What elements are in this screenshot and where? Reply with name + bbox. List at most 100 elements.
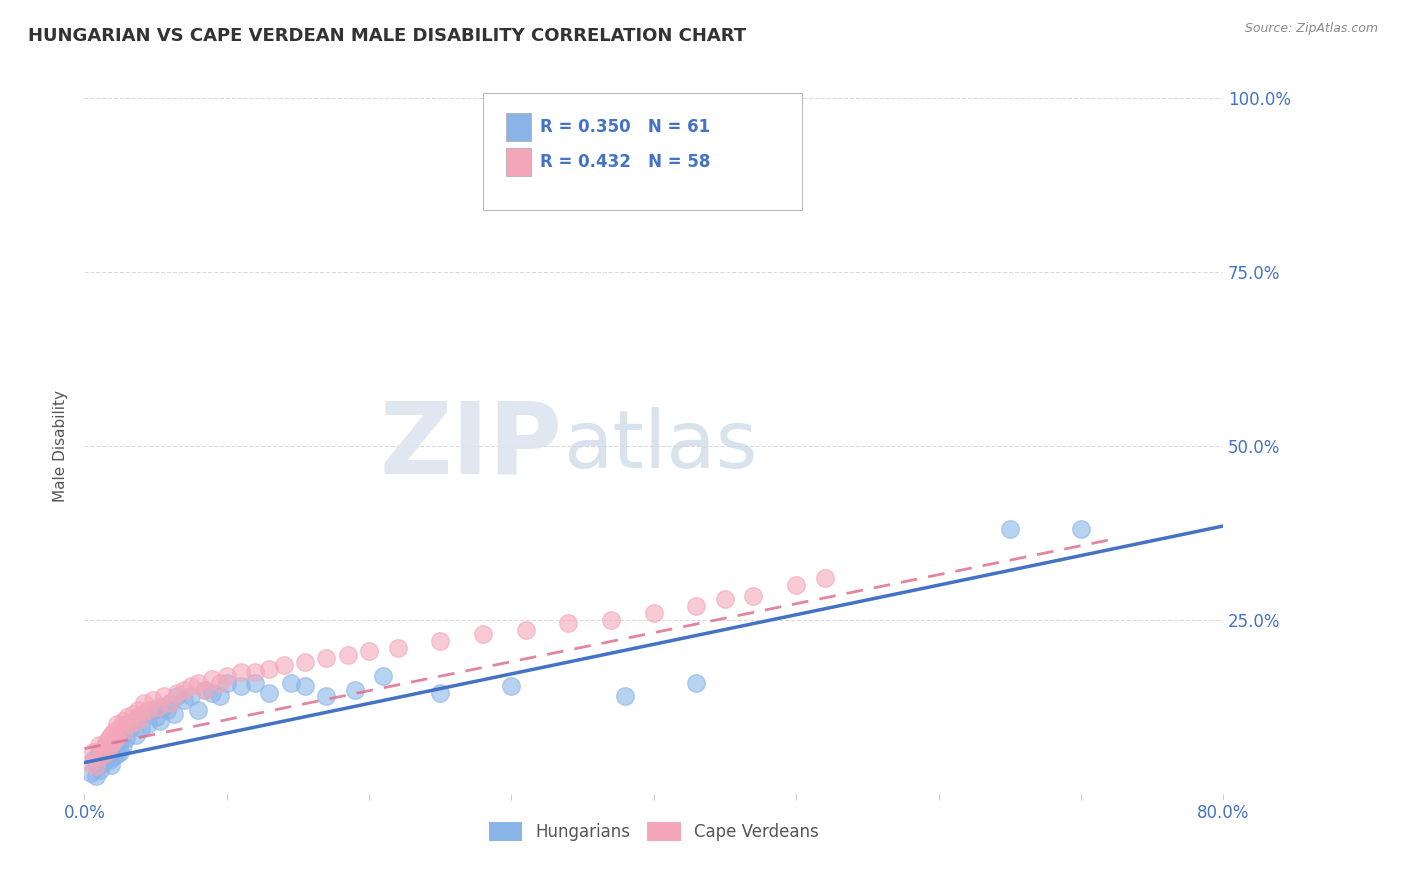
Point [785,578,807,592]
Text: atlas: atlas [562,407,756,485]
Point [104,731,127,746]
Point [93,741,115,756]
Point [101,735,124,749]
Point [259,662,281,676]
Point [112,724,135,739]
Point [104,741,127,756]
Point [84,759,107,773]
Point [87,745,110,759]
Point [166,686,188,700]
Point [387,640,409,655]
Point [110,731,132,746]
Point [79,756,101,770]
Point [557,616,579,631]
Point [245,675,267,690]
Point [142,693,165,707]
Point [101,745,124,759]
Point [124,728,146,742]
Point [273,658,295,673]
Point [114,731,136,746]
Point [80,766,103,780]
Point [245,665,267,680]
Point [159,697,181,711]
Point [96,752,118,766]
Point [98,754,121,768]
Point [163,706,186,721]
Point [148,699,170,714]
Point [208,690,231,704]
Point [229,665,252,680]
Point [742,589,765,603]
Text: ZIP: ZIP [380,398,562,494]
Point [98,738,121,752]
Point [97,731,120,746]
Point [814,571,837,585]
Point [108,721,131,735]
Point [107,738,129,752]
Point [472,627,495,641]
Point [91,756,114,770]
Point [201,672,224,686]
Point [294,655,316,669]
Point [166,690,188,704]
Point [100,757,122,772]
Point [714,592,737,607]
Point [87,738,110,752]
Text: R = 0.432   N = 58: R = 0.432 N = 58 [540,153,710,170]
Point [91,741,114,756]
Point [96,745,118,759]
Point [173,693,195,707]
Point [159,697,181,711]
Point [294,679,316,693]
Point [100,728,122,742]
Point [121,714,143,728]
Point [103,748,125,763]
Point [82,745,104,759]
Point [259,686,281,700]
Point [86,759,108,773]
Point [156,703,179,717]
Point [111,714,134,728]
Point [501,679,523,693]
Point [215,675,238,690]
Point [208,675,231,690]
Point [373,668,395,682]
Point [145,710,167,724]
Point [131,710,153,724]
Point [105,717,128,731]
Point [600,613,623,627]
Point [180,679,202,693]
Point [89,763,111,777]
Point [343,682,366,697]
Point [97,748,120,763]
Point [685,599,707,613]
Point [124,714,146,728]
Point [127,703,149,717]
Point [105,747,128,761]
Point [153,690,176,704]
Point [115,710,138,724]
Point [336,648,359,662]
Point [229,679,252,693]
Point [111,738,134,752]
Point [138,703,160,717]
Point [173,682,195,697]
Text: HUNGARIAN VS CAPE VERDEAN MALE DISABILITY CORRELATION CHART: HUNGARIAN VS CAPE VERDEAN MALE DISABILIT… [28,27,747,45]
Point [115,717,138,731]
Point [90,748,112,763]
Legend: Hungarians, Cape Verdeans: Hungarians, Cape Verdeans [482,815,825,848]
Text: R = 0.350   N = 61: R = 0.350 N = 61 [540,118,710,136]
Point [194,682,217,697]
Point [187,703,209,717]
Point [685,675,707,690]
Point [194,682,217,697]
Point [515,624,537,638]
Point [201,686,224,700]
Point [134,697,156,711]
Point [134,706,156,721]
Point [429,686,451,700]
Point [315,690,337,704]
Point [142,703,165,717]
Point [83,752,105,766]
Point [131,721,153,735]
